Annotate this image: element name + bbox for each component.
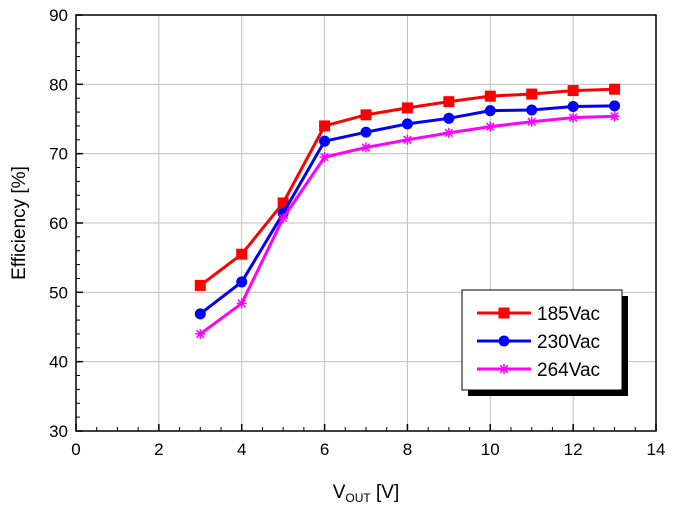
y-tick-label: 70 [49,145,68,164]
circle-marker [484,105,496,117]
star-marker [443,127,454,138]
y-axis-label: Efficiency [%] [9,166,30,280]
plot-frame [75,14,657,432]
x-tick-label: 2 [154,440,163,459]
circle-marker [526,104,538,116]
square-marker [319,120,331,132]
square-marker [277,197,289,209]
x-tick-label: 6 [320,440,329,459]
square-marker [443,96,455,108]
square-marker [194,279,206,291]
legend: 185Vac 230Vac 264Vac [461,289,628,396]
legend-item: 264Vac [477,360,600,381]
square-marker [526,88,538,100]
star-marker [609,111,620,122]
x-tick-label: 4 [237,440,246,459]
star-marker [319,152,330,163]
legend-label: 264Vac [537,360,600,381]
legend-item: 185Vac [477,304,600,325]
circle-marker [194,308,206,320]
legend-item: 230Vac [477,332,600,353]
x-axis-label: VOUT [V] [333,482,400,505]
star-marker [526,116,537,127]
star-marker [236,298,247,309]
square-marker [236,248,248,260]
x-tick-label: 8 [403,440,412,459]
circle-marker [567,101,579,113]
series-230Vac [194,100,621,320]
circle-marker [236,276,248,288]
square-marker [401,102,413,114]
circle-marker [443,112,455,124]
grid [76,15,656,431]
star-marker [485,121,496,132]
series-group [194,83,621,339]
star-marker [278,213,289,224]
x-tick-label: 0 [71,440,80,459]
star-marker [499,364,509,374]
x-tick-label: 14 [647,440,666,459]
star-marker [195,328,206,339]
y-tick-label: 40 [49,353,68,372]
x-tick-label: 12 [564,440,583,459]
y-tick-label: 30 [49,422,68,441]
y-tick-label: 50 [49,283,68,302]
legend-label: 185Vac [537,304,600,325]
circle-marker [609,100,621,112]
y-tick-label: 80 [49,75,68,94]
circle-marker [360,126,372,138]
x-tick-label: 10 [481,440,500,459]
y-tick-label: 60 [49,214,68,233]
series-264Vac [195,111,620,339]
square-marker [484,90,496,102]
circle-marker [401,118,413,130]
legend-label: 230Vac [537,332,600,353]
circle-marker [319,135,331,147]
star-marker [402,134,413,145]
square-marker [360,109,372,121]
star-marker [361,142,371,153]
circle-marker [498,335,510,347]
y-tick-label: 90 [49,6,68,25]
square-marker [609,83,621,95]
series-185Vac [194,83,621,291]
tick-labels: 0 2 4 6 8 10 12 14 30 40 50 60 70 80 90 [49,6,665,459]
square-marker [498,307,510,319]
star-marker [568,112,579,123]
square-marker [567,85,579,97]
